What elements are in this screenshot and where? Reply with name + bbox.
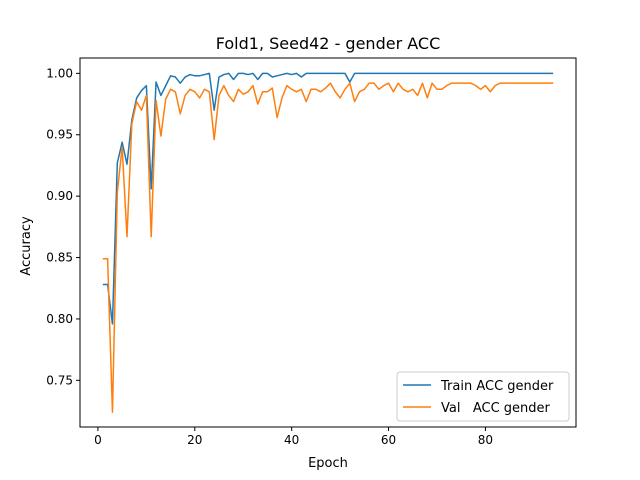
x-tick-label: 0 xyxy=(94,433,102,447)
x-tick-label: 20 xyxy=(187,433,202,447)
series-line-0 xyxy=(102,72,554,325)
x-ticks: 0 20 40 60 80 xyxy=(94,427,493,447)
plot-lines xyxy=(102,72,554,414)
chart-title: Fold1, Seed42 - gender ACC xyxy=(216,34,441,53)
y-tick-label: 0.80 xyxy=(46,312,73,326)
y-tick-label: 1.00 xyxy=(46,66,73,80)
y-tick-label: 0.90 xyxy=(46,189,73,203)
legend-box xyxy=(396,371,570,422)
legend: Train ACC gender Val ACC gender xyxy=(396,371,570,422)
y-tick-label: 0.85 xyxy=(46,251,73,265)
x-tick-label: 80 xyxy=(478,433,493,447)
y-tick-label: 0.95 xyxy=(46,128,73,142)
series-line-1 xyxy=(102,82,554,414)
y-tick-label: 0.75 xyxy=(46,373,73,387)
legend-label-val: Val ACC gender xyxy=(441,401,551,416)
x-tick-label: 60 xyxy=(381,433,396,447)
y-axis-label: Accuracy xyxy=(19,216,34,276)
legend-label-train: Train ACC gender xyxy=(440,379,554,394)
x-tick-label: 40 xyxy=(284,433,299,447)
plot-frame xyxy=(79,57,577,428)
x-axis-label: Epoch xyxy=(308,456,348,471)
y-ticks: 0.75 0.80 0.85 0.90 0.95 1.00 xyxy=(46,66,80,387)
